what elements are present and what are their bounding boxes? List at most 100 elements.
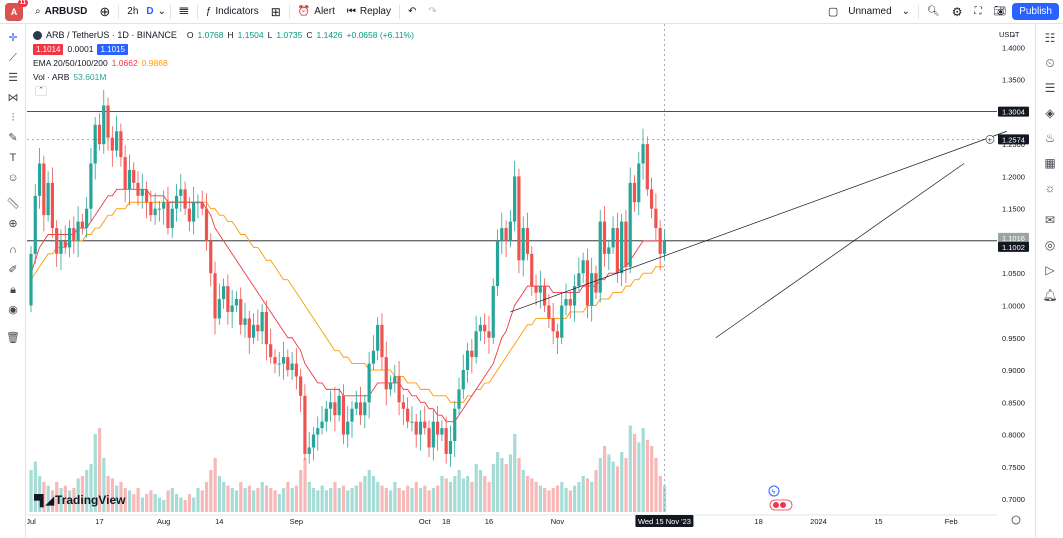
lightning-icon[interactable] <box>768 485 780 497</box>
candle-body <box>534 286 538 293</box>
volume-bar <box>359 482 363 512</box>
volume-bar <box>311 488 316 512</box>
candle-body <box>436 421 440 435</box>
candle-body <box>209 240 213 274</box>
volume-bar <box>573 485 577 512</box>
currency-label[interactable]: USDT <box>999 30 1020 39</box>
volume-bar <box>551 488 555 512</box>
volume-bar <box>513 434 517 512</box>
templates-button[interactable]: ⊞ <box>265 0 287 24</box>
alerts-clock-icon[interactable]: ⏲ <box>1045 56 1055 70</box>
chart-type-button[interactable]: 𝍣 <box>173 0 195 24</box>
candle-body <box>414 421 418 435</box>
gear-icon[interactable] <box>1011 515 1021 525</box>
text-icon[interactable]: T <box>9 152 17 164</box>
chat-icon[interactable]: ✉ <box>1044 213 1056 227</box>
ema-label[interactable]: EMA 20/50/100/200 <box>33 57 108 68</box>
crosshair-icon[interactable]: ✛ <box>8 32 18 44</box>
volume-bar <box>33 461 37 512</box>
replay-button[interactable]: ⏮ Replay <box>341 0 397 24</box>
play-icon[interactable]: ▷ <box>1045 263 1055 277</box>
collapse-legend-button[interactable]: ⌃ <box>35 86 47 96</box>
undo-button[interactable]: ↶ <box>402 0 422 24</box>
ideas-bulb-icon[interactable]: ☼ <box>1044 181 1056 195</box>
fib-retracement-icon[interactable]: ☰ <box>8 72 18 84</box>
candle-body <box>329 402 333 409</box>
candle-body <box>192 202 196 222</box>
symbol-title[interactable]: ARB / TetherUS · 1D · BINANCE <box>46 29 177 40</box>
candle-body <box>303 395 307 454</box>
close-value: 1.1426 <box>316 29 343 40</box>
trash-icon[interactable]: 🗑︎ <box>6 332 20 344</box>
notifications-bell-icon[interactable]: 🔔︎ <box>1042 288 1058 302</box>
candle-body <box>260 311 264 332</box>
volume-bar <box>157 497 162 512</box>
candle-body <box>358 402 363 416</box>
streams-icon[interactable]: ◎ <box>1044 238 1056 252</box>
layout-select-button[interactable]: ▢ Unnamed ⌄ <box>822 0 916 24</box>
candle-body <box>256 324 260 332</box>
candle-body <box>393 376 397 383</box>
symbol-name: ARBUSD <box>44 6 88 17</box>
sell-price-button[interactable]: 1.1014 <box>33 43 64 55</box>
candle-body <box>37 163 42 196</box>
volume-bar <box>461 478 465 512</box>
symbol-search-button[interactable]: ⌕ ARBUSD <box>29 0 93 24</box>
volume-bar <box>470 482 474 512</box>
volume-bar <box>187 494 192 512</box>
volume-bar <box>581 476 585 512</box>
calendar-icon[interactable]: ▦ <box>1044 156 1056 170</box>
candle-body <box>641 144 645 164</box>
hotlists-flame-icon[interactable]: ♨ <box>1044 131 1056 145</box>
publish-button[interactable]: Publish <box>1012 3 1059 20</box>
volume-bar <box>145 494 149 512</box>
volume-label[interactable]: Vol · ARB <box>33 71 70 82</box>
candle-body <box>418 421 423 435</box>
zoom-icon[interactable]: ⊕ <box>8 218 18 230</box>
lock-icon[interactable]: 🔒︎ <box>10 284 16 296</box>
camera-icon: 📷︎ <box>993 6 1007 17</box>
chevron-down-icon: ⌄ <box>157 6 167 17</box>
volume-bar <box>179 497 183 512</box>
trendline-icon[interactable]: ⟋ <box>9 52 17 64</box>
price-tick-label: 1.2000 <box>1002 172 1025 181</box>
smiley-icon[interactable]: ☺ <box>7 172 19 184</box>
trendline <box>715 163 965 339</box>
redo-button[interactable]: ↷ <box>422 0 442 24</box>
volume-bar <box>427 490 431 512</box>
trendlines[interactable] <box>510 130 1007 339</box>
watchlist-icon[interactable]: ☷ <box>1044 31 1056 45</box>
price-tick-label: 1.0000 <box>1002 301 1025 310</box>
indicators-button[interactable]: ƒ Indicators <box>200 0 265 24</box>
price-chart[interactable]: USDT ⌄ 1.4000 1.3500 1.2500 1.2000 1.1500 1.0… <box>27 24 1035 538</box>
alert-button[interactable]: ⏰ Alert <box>292 0 341 24</box>
ruler-icon[interactable]: 📏︎ <box>6 198 20 210</box>
compare-symbol-button[interactable]: ⊕ <box>93 0 116 24</box>
user-avatar-button[interactable]: A 11 <box>5 0 28 21</box>
candle-body <box>42 163 46 216</box>
candle-body <box>560 305 564 338</box>
divider <box>398 4 400 19</box>
interval-d-button[interactable]: D <box>144 0 155 24</box>
volume-bar <box>483 476 487 512</box>
candle-body <box>153 208 157 216</box>
snapshot-button[interactable]: 📷︎ <box>987 0 1012 24</box>
reset-scale-button[interactable] <box>1011 515 1021 525</box>
magnet-icon[interactable]: ∩ <box>9 244 17 256</box>
pattern-icon[interactable]: ⋈ <box>7 92 19 104</box>
interval-2h-button[interactable]: 2h <box>121 0 144 24</box>
settings-button[interactable]: ⚙ <box>946 0 969 24</box>
data-window-icon[interactable]: ☰ <box>1044 81 1056 95</box>
projection-icon[interactable]: ⫶ <box>11 112 15 124</box>
layers-icon[interactable]: ◈ <box>1045 106 1055 120</box>
candle-body <box>487 331 491 338</box>
fullscreen-button[interactable]: ⛶ <box>968 0 987 24</box>
eye-icon[interactable]: ◉ <box>8 304 18 316</box>
buy-price-button[interactable]: 1.1015 <box>97 43 128 55</box>
quick-search-button[interactable]: 🔍︎ <box>921 0 946 24</box>
brush-icon[interactable]: ✎ <box>8 132 18 144</box>
plus-circle-icon: ⊕ <box>99 3 111 19</box>
volume-bar <box>555 485 560 512</box>
lock-pencil-icon[interactable]: ✐ <box>8 264 18 276</box>
interval-dropdown[interactable]: ⌄ <box>156 0 168 24</box>
